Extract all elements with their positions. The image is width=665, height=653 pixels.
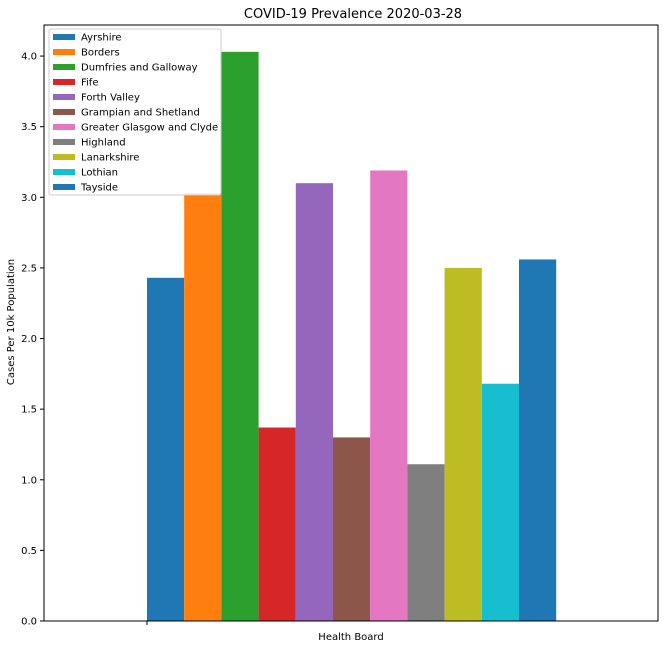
- legend-swatch: [53, 64, 75, 70]
- y-axis-label: Cases Per 10k Population: [6, 259, 17, 385]
- y-tick-label: 3.0: [21, 193, 37, 204]
- plot-frame: [43, 24, 659, 622]
- bar-highland: [407, 464, 445, 621]
- x-axis-label: Health Board: [318, 632, 383, 643]
- legend-label: Tayside: [80, 183, 118, 194]
- legend-label: Highland: [81, 138, 126, 149]
- legend-swatch: [53, 79, 75, 85]
- y-tick-label: 0.5: [21, 546, 37, 557]
- chart-title: COVID-19 Prevalence 2020-03-28: [244, 7, 462, 22]
- legend-swatch: [53, 184, 75, 190]
- legend-swatch: [53, 94, 75, 100]
- legend-label: Fife: [81, 78, 98, 89]
- bar-tayside: [519, 259, 557, 621]
- bars-layer: [147, 51, 557, 621]
- bar-forth-valley: [295, 183, 333, 621]
- legend-box: [48, 28, 222, 196]
- legend-label: Grampian and Shetland: [81, 108, 200, 119]
- bar-greater-glasgow-and-clyde: [370, 170, 408, 621]
- y-tick-label: 2.0: [21, 334, 37, 345]
- legend-swatch: [53, 49, 75, 55]
- ticks-layer: 0.0 0.5 1.0 1.5 2.0 2.5 3.0 3.5 4.0: [21, 52, 148, 628]
- y-tick-label: 2.5: [21, 263, 37, 274]
- bar-borders: [184, 193, 222, 621]
- legend-swatch: [53, 109, 75, 115]
- bar-lanarkshire: [444, 267, 482, 621]
- y-tick-label: 4.0: [21, 52, 37, 63]
- y-tick-label: 0.0: [21, 617, 37, 628]
- legend-label: Lothian: [81, 168, 118, 179]
- legend-label: Forth Valley: [81, 93, 140, 104]
- y-tick-label: 1.0: [21, 475, 37, 486]
- legend-swatch: [53, 124, 75, 130]
- legend-swatch: [53, 139, 75, 145]
- y-tick-label: 3.5: [21, 122, 37, 133]
- axes-layer: [43, 24, 659, 622]
- legend-label: Dumfries and Galloway: [81, 63, 198, 74]
- bar-lothian: [481, 383, 519, 621]
- bar-dumfries-and-galloway: [221, 51, 259, 621]
- legend-label: Ayrshire: [81, 33, 122, 44]
- bar-fife: [258, 427, 296, 621]
- bar-ayrshire: [147, 277, 185, 621]
- legend-label: Lanarkshire: [81, 153, 139, 164]
- legend-swatch: [53, 169, 75, 175]
- legend-swatch: [53, 34, 75, 40]
- legend-label: Greater Glasgow and Clyde: [81, 123, 218, 134]
- bar-grampian-and-shetland: [333, 437, 371, 621]
- legend-label: Borders: [81, 48, 120, 59]
- y-tick-label: 1.5: [21, 405, 37, 416]
- legend-swatch: [53, 154, 75, 160]
- legend: Ayrshire Borders Dumfries and Galloway Fife…: [48, 28, 222, 196]
